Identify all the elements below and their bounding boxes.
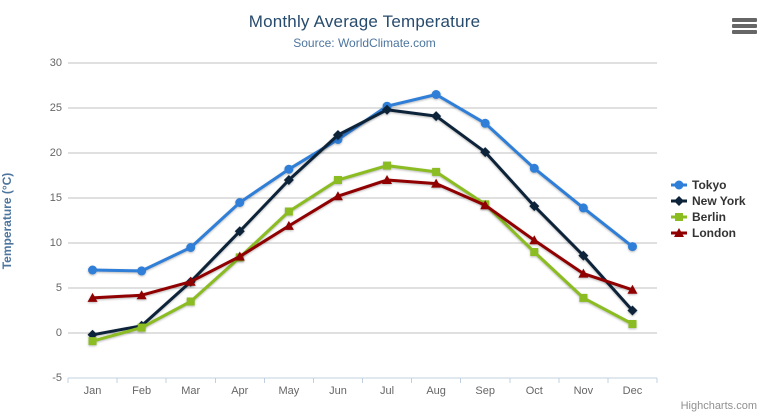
circle-marker [284,164,294,174]
x-axis-label: Dec [622,385,643,397]
square-marker [88,337,97,346]
square-marker [579,293,588,302]
y-axis-label: 0 [55,327,62,339]
legend-label: New York [692,194,746,208]
chart-subtitle: Source: WorldClimate.com [293,36,436,50]
x-axis-label: Mar [181,385,201,397]
legend-item-berlin[interactable]: Berlin [671,209,746,225]
square-marker [628,320,637,328]
triangle-marker [627,284,638,294]
circle-marker [480,118,490,128]
circle-marker [529,163,539,173]
triangle-marker [234,251,245,261]
triangle-marker [136,290,147,300]
legend-item-tokyo[interactable]: Tokyo [671,177,746,193]
square-marker [530,248,539,256]
gridlines [68,62,657,379]
legend-item-new-york[interactable]: New York [671,193,746,209]
triangle-marker [529,235,540,245]
y-axis-label: 15 [49,192,62,204]
legend: Tokyo New York Berlin London [671,177,746,241]
legend-label: Tokyo [692,178,727,192]
triangle-marker [674,228,684,237]
series-line [91,178,634,300]
diamond-marker [529,201,540,212]
square-marker [137,323,146,332]
square-marker [432,167,441,176]
series-tokyo[interactable] [88,90,637,276]
legend-symbol-circle [671,180,687,190]
series-line [91,164,634,343]
triangle-marker [87,292,98,302]
hamburger-icon [732,18,757,22]
circle-marker [137,266,147,276]
triangle-marker [185,276,196,286]
circle-marker [431,90,441,99]
legend-symbol-square [671,213,687,221]
circle-marker [674,180,684,190]
hamburger-icon [732,30,757,34]
y-axis-label: 20 [49,147,62,159]
diamond-marker [674,196,684,206]
square-marker [383,161,392,170]
circle-marker [627,242,637,252]
diamond-marker [480,147,491,158]
x-axis-label: May [278,385,300,397]
x-axis-label: Jun [329,385,347,397]
circle-marker [88,265,98,275]
x-axis-label: Aug [426,385,446,397]
y-axis-label: 25 [49,102,62,114]
x-axis-label: Feb [132,385,152,397]
x-axis-label: Sep [475,385,495,397]
diamond-marker [578,250,589,261]
triangle-marker [332,191,343,201]
diamond-marker [234,226,245,237]
square-marker [675,213,683,221]
square-marker [284,207,293,216]
x-axis-label: Oct [525,385,543,397]
y-axis-label: -5 [52,372,62,384]
legend-symbol-triangle [671,228,687,237]
legend-label: London [692,226,736,240]
circle-marker [186,243,196,252]
chart-title: Monthly Average Temperature [248,12,481,31]
legend-symbol-diamond [671,196,687,206]
triangle-marker [578,268,589,278]
x-axis-label: Apr [231,385,249,397]
square-marker [333,176,342,184]
y-axis-label: 10 [49,237,62,249]
triangle-marker [431,178,442,188]
triangle-marker [382,175,393,184]
circle-marker [235,198,245,207]
diamond-marker [332,130,343,140]
diamond-marker [382,104,393,115]
export-menu-button[interactable] [732,18,757,34]
series-line [91,108,634,337]
hamburger-icon [732,24,757,28]
diamond-marker [283,175,294,185]
x-axis-label: Nov [573,385,594,397]
triangle-marker [480,200,491,210]
legend-label: Berlin [692,210,727,224]
x-axis-label: Jul [380,385,395,397]
circle-marker [578,203,588,213]
series-london[interactable] [87,175,638,302]
triangle-marker [283,220,294,230]
x-axis [67,377,658,383]
series-new-york[interactable] [87,104,638,340]
y-axis-label: 30 [49,57,62,69]
diamond-marker [431,111,442,122]
x-axis-label: Jan [83,385,102,397]
y-axis-label: 5 [55,282,62,294]
legend-item-london[interactable]: London [671,225,746,241]
square-marker [186,297,195,306]
credits-link[interactable]: Highcharts.com [680,400,757,412]
diamond-marker [627,305,638,316]
y-axis-title: Temperature (°C) [0,172,14,270]
